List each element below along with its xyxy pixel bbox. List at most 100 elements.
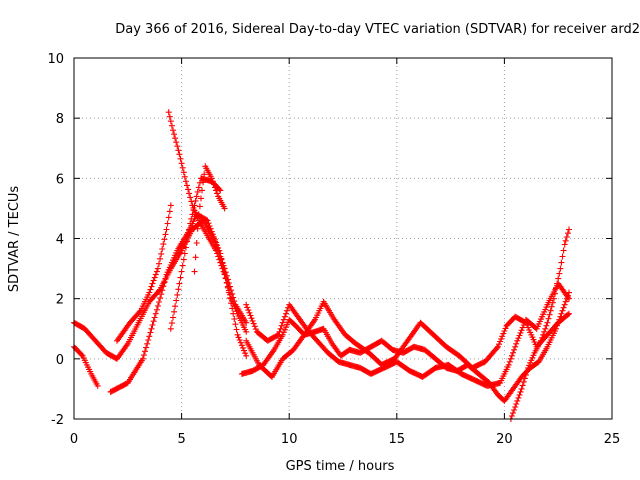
data-point	[199, 187, 205, 194]
data-point	[513, 340, 520, 347]
data-point	[94, 382, 101, 389]
data-point	[231, 316, 238, 322]
data-point	[188, 215, 195, 222]
data-point	[175, 147, 182, 154]
data-point	[543, 322, 550, 329]
data-point	[566, 295, 572, 302]
data-point	[159, 287, 166, 294]
data-point	[204, 217, 211, 224]
data-point	[171, 131, 178, 138]
data-point	[154, 302, 161, 309]
data-point	[518, 385, 525, 392]
data-point	[194, 214, 201, 221]
data-point	[225, 287, 232, 294]
data-point	[560, 304, 567, 311]
chart-grid	[74, 58, 612, 419]
series-track-4	[114, 202, 174, 344]
data-point	[152, 310, 159, 317]
data-point	[250, 320, 257, 327]
data-point	[550, 295, 557, 302]
data-point	[172, 135, 179, 142]
data-point	[179, 164, 186, 171]
data-point	[216, 256, 223, 263]
data-point	[496, 341, 502, 348]
data-point	[209, 178, 216, 185]
data-point	[249, 317, 256, 324]
series-track-11	[507, 226, 572, 422]
data-point	[554, 280, 561, 287]
data-point	[150, 318, 157, 325]
data-point	[513, 401, 520, 407]
data-point	[275, 331, 282, 338]
data-point	[191, 268, 198, 275]
series-track-10	[243, 298, 572, 380]
data-point	[200, 179, 207, 186]
data-point	[526, 362, 533, 369]
data-point	[511, 407, 518, 413]
data-point	[239, 344, 246, 351]
data-point	[167, 202, 174, 209]
y-tick-label: 4	[56, 233, 64, 248]
data-point	[173, 297, 180, 304]
y-tick-label: -2	[51, 413, 64, 428]
data-point	[224, 283, 231, 290]
data-point	[511, 346, 518, 353]
data-point	[279, 319, 286, 326]
data-point	[278, 322, 285, 329]
data-point	[562, 298, 569, 305]
x-axis-label: GPS time / hours	[286, 459, 395, 474]
data-point	[148, 325, 155, 332]
data-point	[175, 286, 182, 293]
data-point	[517, 388, 524, 395]
data-point	[161, 236, 168, 243]
chart-title: Day 366 of 2016, Sidereal Day-to-day VTE…	[115, 22, 640, 37]
data-point	[499, 333, 506, 340]
data-point	[501, 328, 508, 334]
data-point	[184, 238, 190, 245]
data-point	[245, 307, 252, 314]
data-point	[194, 188, 201, 195]
y-tick-label: 2	[56, 293, 64, 308]
data-point	[251, 323, 258, 330]
data-point	[158, 291, 165, 298]
data-point	[177, 274, 184, 281]
data-point	[162, 231, 169, 238]
y-tick-label: 10	[47, 52, 64, 67]
data-point	[168, 320, 175, 327]
series-track-1	[71, 217, 250, 362]
data-point	[508, 352, 515, 359]
data-point	[185, 232, 192, 239]
data-point	[216, 186, 223, 193]
data-point	[190, 206, 197, 213]
data-point	[184, 182, 190, 189]
data-point	[158, 250, 165, 257]
data-point	[564, 311, 571, 318]
data-point	[201, 171, 208, 178]
data-point	[281, 313, 288, 320]
data-point	[187, 194, 194, 201]
data-point	[159, 246, 166, 252]
data-point	[167, 118, 174, 125]
data-point	[539, 334, 546, 341]
data-point	[172, 303, 179, 310]
data-point	[516, 391, 523, 398]
data-point	[493, 345, 500, 352]
data-point	[243, 352, 250, 359]
data-point	[213, 247, 219, 254]
data-point	[518, 327, 525, 334]
data-point	[252, 326, 259, 333]
data-point	[179, 262, 186, 269]
data-point	[147, 329, 154, 336]
data-point	[497, 338, 504, 345]
data-point	[510, 349, 516, 356]
data-point	[519, 324, 526, 331]
data-point	[516, 332, 523, 339]
data-point	[234, 331, 241, 338]
data-point	[281, 326, 288, 333]
data-point	[548, 303, 555, 310]
data-point	[181, 173, 188, 180]
data-point	[212, 184, 218, 191]
data-point	[78, 351, 85, 358]
data-point	[187, 220, 194, 227]
